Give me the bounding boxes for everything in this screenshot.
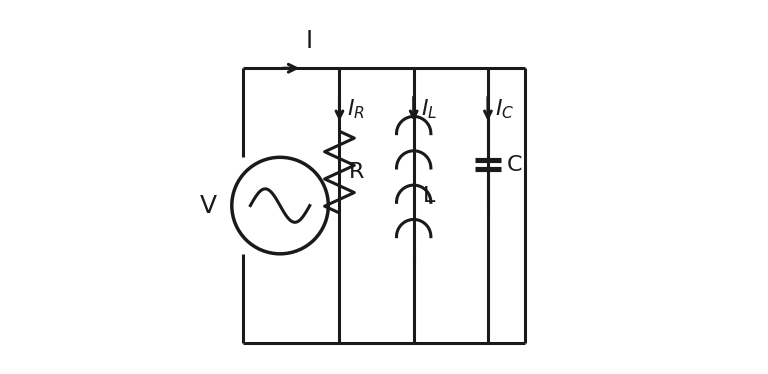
Text: L: L: [423, 186, 435, 206]
Text: $I_R$: $I_R$: [347, 97, 365, 121]
Text: $I_C$: $I_C$: [495, 97, 515, 121]
Text: V: V: [200, 194, 217, 218]
Text: I: I: [306, 30, 313, 53]
Text: R: R: [349, 162, 364, 182]
Text: $I_L$: $I_L$: [421, 97, 438, 121]
Text: C: C: [507, 155, 522, 175]
